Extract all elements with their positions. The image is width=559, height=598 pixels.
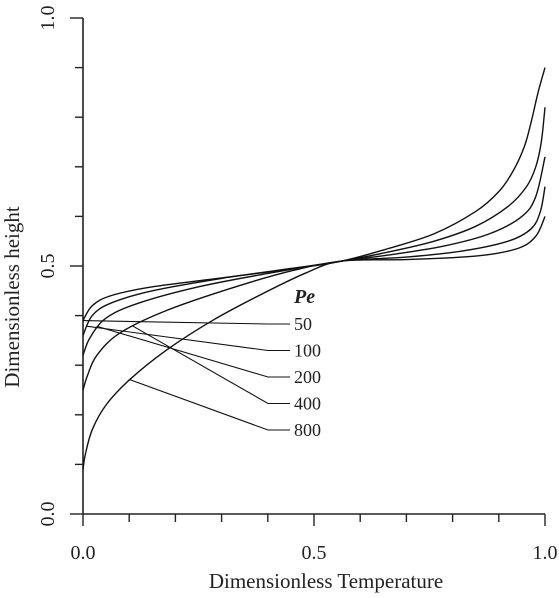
x-tick-label: 0.0 bbox=[71, 542, 96, 564]
legend-items: 50 100 200 400 800 bbox=[82, 314, 321, 440]
axes: 0.0 0.5 1.0 0.0 0.5 1.0 bbox=[37, 6, 558, 565]
y-tick-label: 0.0 bbox=[37, 502, 59, 527]
x-ticks bbox=[82, 514, 546, 526]
x-tick-label: 1.0 bbox=[533, 542, 558, 564]
legend-label: 200 bbox=[294, 367, 321, 387]
y-tick-labels: 0.0 0.5 1.0 bbox=[37, 6, 59, 527]
legend-leader bbox=[129, 379, 290, 431]
legend-leader bbox=[132, 325, 290, 405]
series-curve-800 bbox=[82, 216, 546, 470]
x-tick-labels: 0.0 0.5 1.0 bbox=[71, 542, 558, 564]
series-curve-100 bbox=[82, 107, 546, 336]
legend-title: Pe bbox=[293, 286, 315, 308]
legend-label: 50 bbox=[294, 314, 312, 334]
legend-leader bbox=[82, 320, 290, 325]
y-ticks bbox=[70, 17, 83, 515]
y-axis-title: Dimensionless height bbox=[0, 206, 24, 388]
series-curves bbox=[82, 67, 546, 470]
series-curve-50 bbox=[82, 67, 546, 321]
legend-leader bbox=[97, 325, 290, 378]
legend: Pe 50 100 200 400 800 bbox=[82, 286, 321, 440]
legend-label: 400 bbox=[294, 394, 321, 414]
series-curve-400 bbox=[82, 186, 546, 391]
x-tick-label: 0.5 bbox=[302, 542, 327, 564]
legend-label: 800 bbox=[294, 420, 321, 440]
x-axis-title: Dimensionless Temperature bbox=[209, 569, 443, 593]
legend-label: 100 bbox=[294, 341, 321, 361]
legend-leader bbox=[86, 325, 290, 352]
y-tick-label: 1.0 bbox=[37, 6, 59, 31]
y-tick-label: 0.5 bbox=[37, 254, 59, 279]
